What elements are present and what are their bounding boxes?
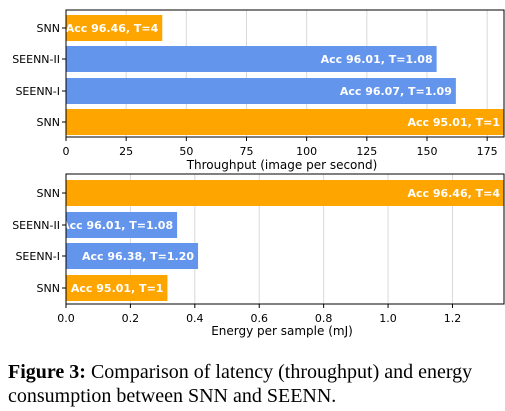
panel1-bar-3 (66, 109, 504, 135)
panel2-bar-label-1: Acc 96.01, T=1.08 (61, 219, 173, 232)
panel1-xtick-label-2: 50 (179, 145, 193, 158)
panel1-ytick-label-1: SEENN-II (12, 53, 60, 66)
panel1-xtick-label-3: 75 (239, 145, 253, 158)
panel1-bar-0 (66, 15, 163, 41)
caption-text: Comparison of latency (throughput) and e… (8, 361, 473, 407)
panel1-xtick-label-6: 150 (416, 145, 437, 158)
panel1-axes-frame (65, 9, 505, 138)
panel2-xtick-label-6: 1.2 (444, 312, 462, 325)
figure-caption: Figure 3: Comparison of latency (through… (8, 360, 500, 408)
panel1-bar-label-2: Acc 96.07, T=1.09 (340, 85, 452, 98)
panel2-xtick-label-0: 0.0 (57, 312, 75, 325)
panel1-bar-label-0: Acc 96.46, T=4 (66, 22, 159, 35)
panel2-bar-1 (66, 212, 178, 238)
panel2-bar-2 (66, 243, 199, 269)
panel2-xaxis-label: Energy per sample (mJ) (211, 324, 353, 338)
panel1-ytick-label-0: SNN (37, 22, 60, 35)
panel2-bar-label-0: Acc 96.46, T=4 (407, 187, 500, 200)
panel1-bar-1 (66, 46, 437, 72)
panel2-bar-3 (66, 275, 168, 301)
panel2-ytick-label-0: SNN (37, 187, 60, 200)
panel1-ytick-label-3: SNN (37, 116, 60, 129)
panel2-xtick-label-4: 0.8 (315, 312, 333, 325)
figure: 0 25 50 75 100 125 150 175 Acc 96.46, T=4 SNN Acc … (12, 9, 505, 338)
panel1-bar-label-3: Acc 95.01, T=1 (407, 116, 500, 129)
panel1-bar-label-1: Acc 96.01, T=1.08 (321, 53, 433, 66)
panel2-bar-label-2: Acc 96.38, T=1.20 (82, 250, 194, 263)
panel2-bar-label-3: Acc 95.01, T=1 (71, 282, 164, 295)
panel2-ytick-label-1: SEENN-II (12, 219, 60, 232)
panel1-xtick-label-1: 25 (119, 145, 133, 158)
panel1-xtick-label-7: 175 (477, 145, 498, 158)
panel1-bar-2 (66, 78, 456, 104)
panel2-ytick-label-2: SEENN-I (15, 250, 60, 263)
panel1-xtick-label-4: 100 (296, 145, 317, 158)
panel2-ytick-label-3: SNN (37, 282, 60, 295)
panel1-xtick-label-5: 125 (356, 145, 377, 158)
panel1-xtick-label-0: 0 (63, 145, 70, 158)
panel2-xtick-label-2: 0.4 (186, 312, 204, 325)
panel2-xtick-label-3: 0.6 (250, 312, 268, 325)
panel2-bar-0 (66, 180, 504, 206)
panel1-xaxis-label: Throughput (image per second) (186, 158, 378, 172)
panel2-axes-frame (65, 173, 505, 305)
panel2-xtick-label-5: 1.0 (379, 312, 397, 325)
caption-label: Figure 3: (8, 361, 86, 383)
panel1-ytick-label-2: SEENN-I (15, 85, 60, 98)
panel2-xtick-label-1: 0.2 (122, 312, 140, 325)
